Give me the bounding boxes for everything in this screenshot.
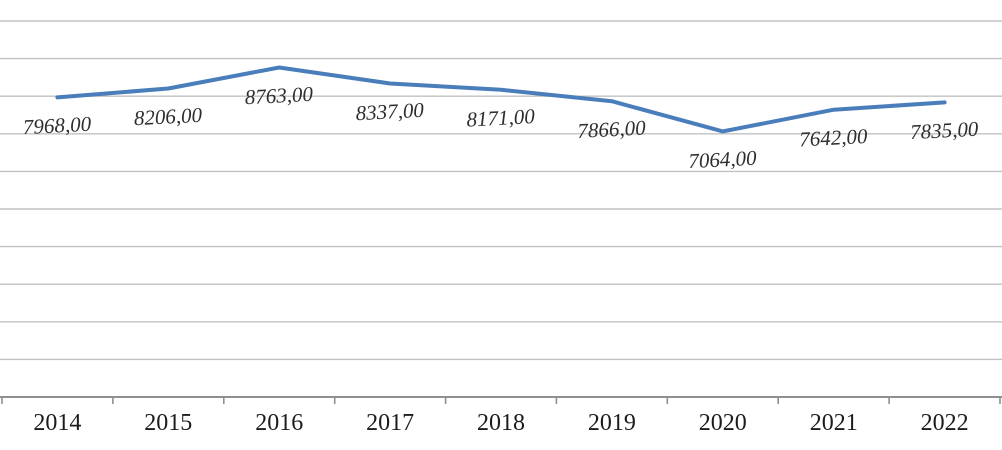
- series-line: [55, 65, 947, 134]
- data-label: 7642,00: [799, 124, 869, 152]
- data-label: 7866,00: [577, 115, 647, 143]
- x-axis-label: 2021: [810, 410, 858, 436]
- data-label: 7835,00: [910, 117, 980, 145]
- data-label: 8763,00: [244, 82, 314, 110]
- x-axis-label: 2015: [144, 410, 192, 436]
- data-label: 7064,00: [688, 146, 758, 174]
- data-label: 8337,00: [355, 98, 425, 126]
- x-axis-label: 2022: [921, 410, 969, 436]
- data-label: 8171,00: [466, 104, 536, 132]
- data-label: 7968,00: [22, 112, 92, 140]
- x-axis-label: 2014: [33, 410, 81, 436]
- x-axis-label: 2020: [699, 410, 747, 436]
- x-axis-label: 2017: [366, 410, 414, 436]
- data-label: 8206,00: [133, 103, 203, 131]
- x-axis-label: 2018: [477, 410, 525, 436]
- x-axis-label: 2016: [255, 410, 303, 436]
- x-axis-label: 2019: [588, 410, 636, 436]
